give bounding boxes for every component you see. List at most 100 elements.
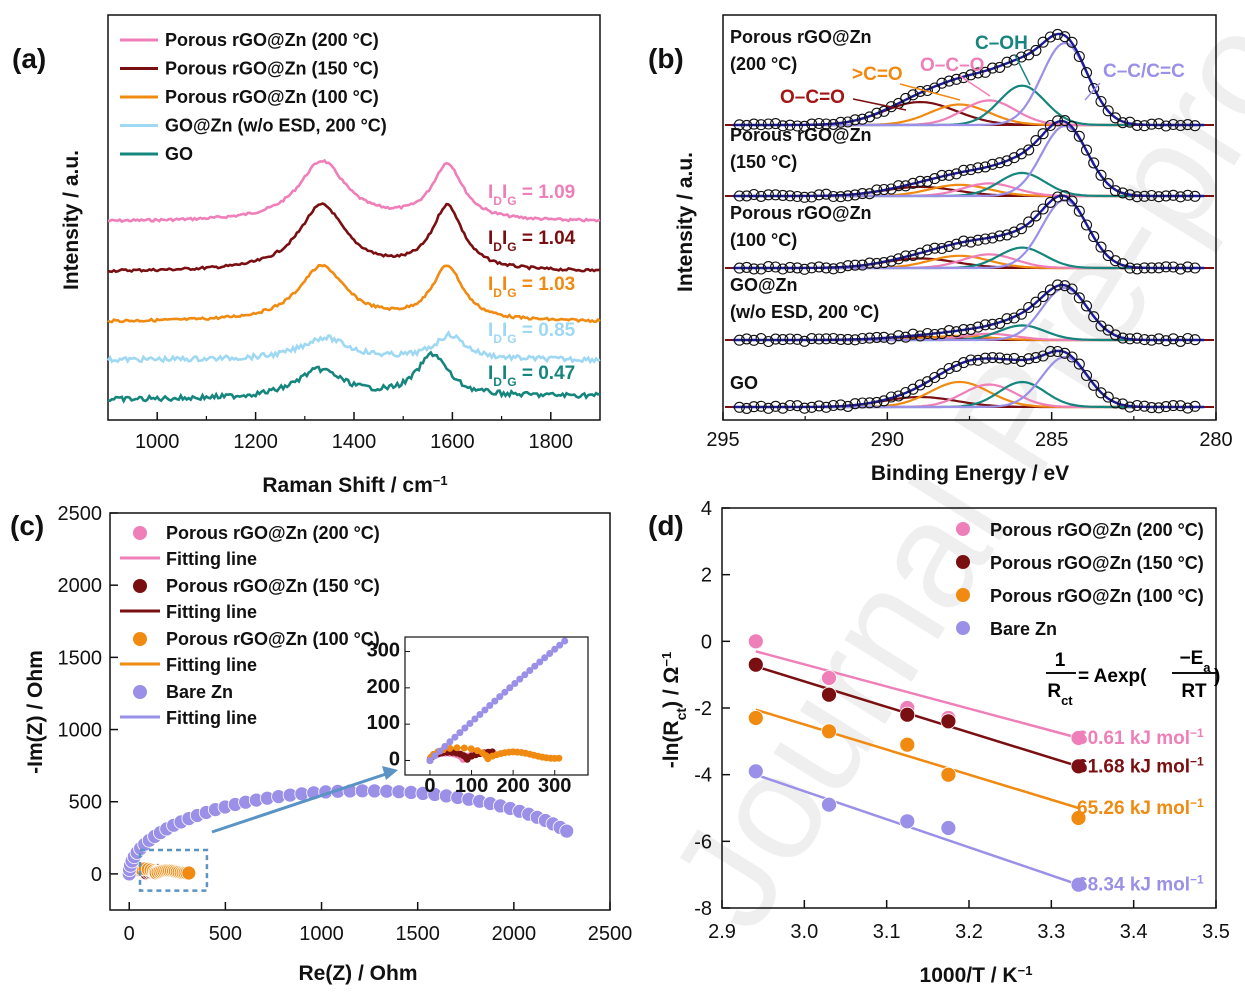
- panel-b-component-curve: [821, 84, 1132, 127]
- panel-d-eq-den-part: ct: [1061, 693, 1073, 708]
- panel-b-data-point: [979, 161, 991, 173]
- panel-a-tick-label: 1000: [135, 431, 180, 453]
- panel-d-tick-label: 2.9: [708, 921, 736, 943]
- panel-a-legend-label-part: Porous rGO@Zn (200 °C): [165, 30, 379, 50]
- panel-b-data-point: [1059, 347, 1071, 359]
- panel-c-tick-label-part: 1000: [58, 720, 103, 742]
- panel-a-legend-label: Porous rGO@Zn (150 °C): [165, 59, 379, 79]
- panel-c-legend-fit-label-part: Fitting line: [166, 655, 257, 675]
- panel-d-ea-label-part: kJ mol: [1125, 798, 1190, 819]
- panel-a-label-part: (a): [12, 43, 46, 74]
- panel-b-data-point: [885, 255, 897, 267]
- panel-b-data-point: [914, 330, 926, 342]
- panel-c-inset-point: [496, 693, 504, 701]
- panel-b-data-point: [842, 400, 854, 412]
- panel-b-data-point: [733, 119, 745, 131]
- panel-b-data-point: [878, 257, 890, 269]
- panel-a-ratio-label: IDIG = 1.09: [488, 182, 575, 208]
- panel-b-data-point: [1160, 261, 1172, 273]
- panel-d-ylabel-part: ct: [673, 708, 689, 721]
- panel-c-inset-tick-label-part: 300: [538, 775, 571, 797]
- panel-b-data-point: [1124, 262, 1136, 274]
- panel-b-data-point: [936, 169, 948, 181]
- panel-b-data-point: [1117, 332, 1129, 344]
- panel-c-inset-point: [441, 742, 449, 750]
- panel-b-data-point: [1131, 332, 1143, 344]
- panel-d-ea-label-part: −1: [1190, 726, 1204, 740]
- panel-c-inset-point: [471, 715, 479, 723]
- panel-b-data-point: [1059, 115, 1071, 127]
- panel-b-data-point: [1080, 219, 1093, 231]
- panel-b-data-point: [755, 400, 767, 412]
- panel-b-data-point: [1131, 399, 1143, 412]
- panel-a-ratio-label-part: =: [517, 182, 539, 203]
- panel-c-inset-point: [551, 645, 559, 653]
- panel-b-data-point: [892, 253, 905, 265]
- panel-b-data-point: [864, 111, 876, 123]
- panel-b-data-point: [791, 190, 803, 203]
- panel-b-data-point: [791, 262, 803, 274]
- panel-a-ratio-label: IDIG = 1.04: [488, 228, 576, 254]
- panel-b-data-point: [1109, 397, 1121, 409]
- panel-d-ylabel: -ln(Rct) / Ω−1: [659, 652, 690, 768]
- panel-d-eq-rnum-part: a: [1203, 660, 1211, 675]
- panel-b-data-point: [1160, 401, 1172, 413]
- panel-d-fit-line: [755, 665, 1079, 768]
- panel-b-data-point: [864, 397, 876, 409]
- panel-b-data-point: [1109, 255, 1121, 267]
- panel-b-data-point: [929, 328, 941, 341]
- panel-a-label: (a): [12, 43, 46, 74]
- panel-a-ratio-label-part: 0.85: [538, 320, 575, 341]
- panel-b-sample-label: GO@Zn: [730, 275, 798, 295]
- panel-b-data-point: [835, 191, 847, 203]
- panel-d-data-point: [899, 736, 916, 753]
- panel-b-sample-sub: (150 °C): [730, 152, 797, 172]
- panel-d-fit-line: [755, 708, 1079, 810]
- panel-c-inset-point: [467, 745, 475, 753]
- panel-b-data-point: [770, 189, 782, 201]
- panel-b-data-point: [835, 399, 847, 411]
- panel-a-ratio-label: IDIG = 1.03: [488, 274, 575, 300]
- panel-b-data-point: [1073, 358, 1085, 370]
- panel-b-data-point: [943, 325, 955, 337]
- panel-c-tick-label-part: 1500: [395, 923, 440, 945]
- panel-b-data-point: [1001, 155, 1013, 167]
- panel-c-inset-point: [521, 671, 529, 679]
- panel-b-data-point: [777, 334, 789, 346]
- panel-c-inset-point: [555, 754, 563, 762]
- panel-b-data-point: [965, 164, 977, 176]
- panel-d-tick-label-part: 4: [701, 498, 712, 520]
- panel-b-data-point: [748, 118, 760, 130]
- panel-b-data-point: [1080, 300, 1093, 312]
- panel-b-data-point: [929, 173, 941, 185]
- panel-b-data-point: [1124, 401, 1136, 413]
- panel-a-ratio-label-part: =: [517, 274, 539, 295]
- panel-b-data-point: [770, 261, 782, 273]
- panel-a-tick-label-part: 1200: [233, 431, 278, 453]
- panel-a-legend-label-part: GO: [165, 144, 193, 164]
- panel-b-data-point: [871, 107, 883, 119]
- panel-c-legend-fit-label-part: Fitting line: [166, 549, 257, 569]
- panel-d-tick-label: -6: [694, 831, 712, 853]
- panel-b-data-point: [1153, 191, 1165, 203]
- panel-d-tick-label: 0: [701, 631, 712, 653]
- panel-b-sample-sub-part: (200 °C): [730, 54, 797, 74]
- panel-b-data-point: [1182, 332, 1194, 345]
- panel-b-data-point: [1073, 130, 1085, 142]
- panel-c-tick-label: 1500: [58, 647, 103, 669]
- panel-c-legend-label: Bare Zn: [166, 682, 233, 702]
- panel-b-data-point: [842, 260, 854, 272]
- panel-b-data-point: [986, 62, 999, 74]
- panel-b-data-point: [733, 190, 745, 202]
- panel-d-tick-label: -2: [694, 698, 712, 720]
- panel-d-ea-label-part: 61.68: [1077, 756, 1125, 777]
- panel-c-zoom-arrow-head: [382, 766, 398, 780]
- panel-a-tick-label: 1800: [529, 431, 574, 453]
- panel-b-data-point: [1182, 119, 1194, 131]
- panel-b-data-point: [1030, 352, 1042, 364]
- panel-d-eq-rnum: −Ea: [1179, 648, 1211, 675]
- panel-b-data-point: [994, 157, 1006, 169]
- panel-d-xlabel-part: 1000/T / K: [920, 964, 1018, 987]
- panel-d-eq-rnum-part: −E: [1179, 648, 1203, 669]
- panel-d-legend-label-part: Porous rGO@Zn (150 °C): [990, 553, 1204, 573]
